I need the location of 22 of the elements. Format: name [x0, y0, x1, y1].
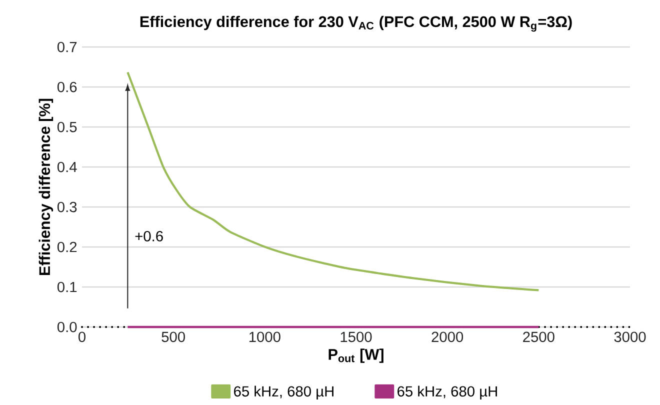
y-tick-label: 0.6	[57, 82, 77, 92]
y-tick-label: 0.7	[57, 42, 77, 52]
y-tick-label: 0.3	[57, 202, 77, 212]
x-tick-label: 0	[78, 332, 86, 342]
y-tick-label: 0.1	[57, 282, 77, 292]
x-tick-label: 2000	[432, 332, 464, 342]
x-tick-label: 1500	[340, 332, 372, 342]
chart-title: Efficiency difference for 230 V$_{AC}$ (PFC CCM, 2500 W R$_{g}$=3Ω)	[140, 16, 572, 32]
y-axis-title: Efficiency difference [%]	[38, 98, 54, 276]
y-tick-label: 0.2	[57, 242, 77, 252]
x-tick-label: 3000	[614, 332, 646, 342]
x-tick-label: 500	[162, 332, 185, 342]
y-tick-label: 0.4	[57, 162, 77, 172]
x-tick-label: 2500	[523, 332, 554, 342]
y-tick-label: 0.0	[57, 322, 77, 332]
line-series	[126, 71, 540, 292]
legend-label: 65 kHz, 680 µH	[398, 386, 497, 400]
x-axis-title: P$_{out}$ [W]	[328, 348, 384, 363]
annotation: +0.6	[135, 231, 163, 242]
legend-label: 65 kHz, 680 µH	[234, 386, 334, 400]
y-tick-label: 0.5	[57, 122, 77, 132]
x-tick-label: 1000	[249, 332, 280, 342]
